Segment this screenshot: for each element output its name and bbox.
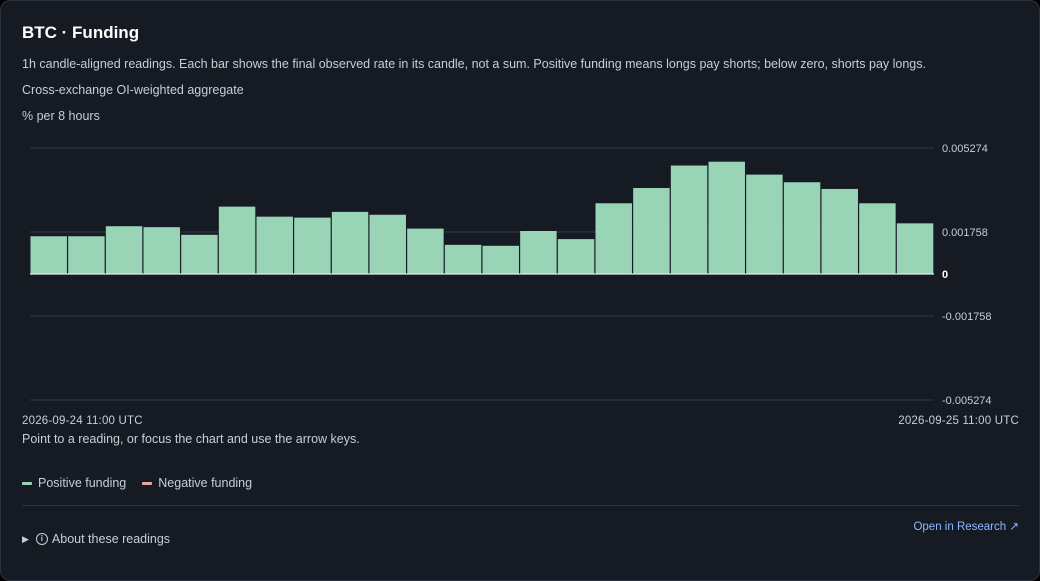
y-tick-label: -0.005274 — [942, 395, 992, 407]
funding-bar[interactable] — [181, 234, 218, 274]
info-icon: i — [35, 533, 48, 545]
negative-swatch — [142, 481, 153, 485]
open-in-research-link[interactable]: Open in Research ↗ — [913, 521, 1019, 533]
chart-title: BTC · Funding — [22, 23, 140, 42]
y-tick-label: 0.001758 — [942, 227, 988, 239]
funding-bar[interactable] — [444, 244, 482, 274]
funding-bar[interactable] — [256, 216, 293, 274]
funding-bar[interactable] — [783, 182, 821, 274]
y-tick-label: 0.005274 — [942, 143, 988, 155]
funding-bar[interactable] — [369, 214, 406, 274]
funding-bar[interactable] — [595, 203, 632, 274]
legend-negative: Negative funding — [142, 476, 252, 490]
funding-bar[interactable] — [68, 236, 105, 274]
funding-bar[interactable] — [407, 228, 444, 274]
funding-bar[interactable] — [218, 206, 256, 274]
interaction-hint: Point to a reading, or focus the chart a… — [22, 432, 360, 446]
unit-label: % per 8 hours — [22, 109, 100, 123]
y-tick-label: -0.001758 — [942, 311, 992, 323]
about-readings-label: About these readings — [51, 532, 171, 546]
funding-bar[interactable] — [708, 161, 745, 274]
legend-negative-label: Negative funding — [158, 476, 253, 490]
x-axis-end-label: 2026-09-25 11:00 UTC — [898, 415, 1019, 427]
funding-bar[interactable] — [294, 217, 331, 274]
funding-bar[interactable] — [105, 226, 143, 274]
legend: Positive funding Negative funding — [22, 476, 252, 490]
y-tick-label: 0 — [942, 269, 948, 281]
divider — [22, 505, 1019, 506]
data-source: Cross-exchange OI-weighted aggregate — [22, 83, 244, 97]
legend-positive-label: Positive funding — [38, 476, 127, 490]
funding-bar-chart[interactable]: 0.005274 0.001758 0 -0.001758 -0.005274 — [1, 131, 1040, 411]
funding-bar[interactable] — [859, 203, 896, 274]
funding-bar[interactable] — [896, 223, 934, 274]
x-axis-start-label: 2026-09-24 11:00 UTC — [22, 415, 143, 427]
funding-bar[interactable] — [821, 188, 858, 274]
funding-bar[interactable] — [520, 230, 557, 274]
positive-swatch — [22, 481, 32, 485]
funding-bar[interactable] — [331, 211, 369, 274]
funding-bar[interactable] — [633, 187, 670, 274]
funding-bar[interactable] — [746, 174, 783, 274]
disclosure-triangle-icon: ▶ — [22, 533, 29, 544]
funding-bar[interactable] — [30, 236, 67, 274]
funding-bar[interactable] — [482, 245, 519, 274]
funding-bar[interactable] — [670, 165, 708, 274]
legend-positive: Positive funding — [22, 476, 126, 490]
funding-bar[interactable] — [143, 227, 180, 274]
about-readings-toggle[interactable]: ▶ i About these readings — [22, 532, 170, 546]
chart-description: 1h candle-aligned readings. Each bar sho… — [22, 57, 926, 71]
funding-bar[interactable] — [557, 239, 595, 274]
